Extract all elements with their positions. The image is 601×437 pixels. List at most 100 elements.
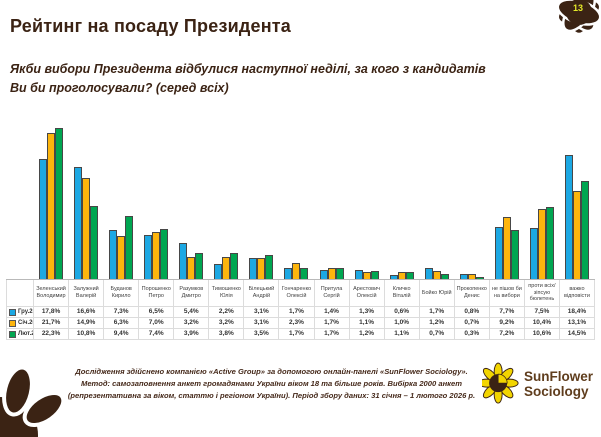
- rating-table: Зеленський Володимир Залужний Валерій Буда…: [6, 280, 595, 340]
- sunflower-icon: [481, 362, 519, 404]
- bar-Січ.26-11: [397, 272, 406, 279]
- value-Лют.26-10: 1,2%: [349, 329, 385, 340]
- bar-Січ.26-16: [573, 191, 582, 279]
- value-Гру.25-6: 2,2%: [209, 307, 245, 318]
- bar-Гру.25-7: [249, 258, 258, 279]
- value-Гру.25-4: 6,5%: [139, 307, 175, 318]
- bar-group-15: [525, 207, 560, 279]
- bar-Січ.26-10: [362, 272, 371, 279]
- bar-Гру.25-14: [495, 227, 504, 279]
- bar-group-4: [138, 229, 173, 279]
- legend-label-Лют.26: Лют.26: [18, 331, 33, 337]
- bar-Лют.26-15: [546, 207, 555, 279]
- value-Гру.25-11: 0,6%: [384, 307, 420, 318]
- methodology-note: Дослідження здійснено компанією «Active …: [62, 366, 481, 402]
- value-Січ.26-5: 3,2%: [174, 318, 210, 329]
- value-Гру.25-10: 1,3%: [349, 307, 385, 318]
- bar-Січ.26-2: [81, 178, 90, 279]
- bar-Гру.25-13: [460, 274, 469, 279]
- methodology-line-3: (репрезентативна за віком, статтю і регі…: [67, 391, 476, 401]
- bar-Лют.26-5: [195, 253, 204, 279]
- bar-Січ.26-4: [151, 232, 160, 279]
- value-Гру.25-1: 17,8%: [34, 307, 70, 318]
- value-Січ.26-13: 0,7%: [454, 318, 490, 329]
- legend-Січ.26: Січ.26: [7, 318, 34, 329]
- bar-Гру.25-3: [108, 230, 117, 279]
- bar-Лют.26-7: [265, 255, 274, 279]
- value-Гру.25-15: 7,5%: [524, 307, 560, 318]
- value-Січ.26-2: 14,9%: [69, 318, 105, 329]
- bar-Гру.25-11: [389, 275, 398, 279]
- bar-Січ.26-14: [503, 217, 512, 279]
- value-Гру.25-2: 16,6%: [69, 307, 105, 318]
- bar-group-5: [174, 243, 209, 279]
- bar-Січ.26-1: [46, 133, 55, 279]
- subtitle-line-2: Ви би проголосували? (серед всіх): [10, 80, 229, 95]
- bar-Лют.26-10: [370, 271, 379, 279]
- table-header-14: не пішов би на вибори: [489, 280, 525, 307]
- bar-group-2: [68, 167, 103, 279]
- value-Гру.25-8: 1,7%: [279, 307, 315, 318]
- bar-Лют.26-16: [581, 181, 590, 279]
- table-header-10: Арестович Олексій: [349, 280, 385, 307]
- bar-Гру.25-16: [565, 155, 574, 279]
- legend-Лют.26: Лют.26: [7, 329, 34, 340]
- value-Лют.26-12: 0,7%: [419, 329, 455, 340]
- value-Січ.26-4: 7,0%: [139, 318, 175, 329]
- value-Січ.26-6: 3,2%: [209, 318, 245, 329]
- corner-flower-bottom-icon: [0, 365, 64, 437]
- table-header-11: Кличко Віталій: [384, 280, 420, 307]
- value-Лют.26-16: 14,5%: [559, 329, 595, 340]
- president-rating-chart: Зеленський Володимир Залужний Валерій Буда…: [6, 118, 595, 340]
- bar-group-10: [349, 270, 384, 279]
- logo-line-2: Sociology: [523, 384, 589, 399]
- table-header-3: Буданов Кирило: [104, 280, 140, 307]
- value-Січ.26-1: 21,7%: [34, 318, 70, 329]
- bar-Гру.25-5: [179, 243, 188, 279]
- table-header-1: Зеленський Володимир: [34, 280, 70, 307]
- table-header-7: Білецький Андрій: [244, 280, 280, 307]
- bar-Гру.25-2: [73, 167, 82, 279]
- table-header-15: проти всіх/зіпсую бюлетень: [524, 280, 560, 307]
- bar-group-14: [490, 217, 525, 279]
- value-Гру.25-9: 1,4%: [314, 307, 350, 318]
- value-Лют.26-6: 3,8%: [209, 329, 245, 340]
- table-header-9: Притула Сергій: [314, 280, 350, 307]
- legend-swatch-Лют.26: [9, 330, 16, 338]
- bar-group-8: [279, 263, 314, 279]
- bar-group-12: [419, 268, 454, 279]
- bar-Лют.26-14: [511, 230, 520, 279]
- bar-Січ.26-13: [468, 274, 477, 279]
- bar-Січ.26-9: [327, 268, 336, 279]
- legend-swatch-Січ.26: [9, 319, 16, 327]
- table-header-8: Гончаренко Олексій: [279, 280, 315, 307]
- legend-label-Гру.25: Гру.25: [18, 309, 33, 315]
- table-header-5: Разумков Дмитро: [174, 280, 210, 307]
- legend-Гру.25: Гру.25: [7, 307, 34, 318]
- bar-Лют.26-8: [300, 268, 309, 279]
- value-Лют.26-5: 3,9%: [174, 329, 210, 340]
- value-Січ.26-3: 6,3%: [104, 318, 140, 329]
- value-Лют.26-15: 10,6%: [524, 329, 560, 340]
- bar-group-1: [33, 128, 68, 279]
- value-Січ.26-16: 13,1%: [559, 318, 595, 329]
- bar-Лют.26-9: [335, 268, 344, 279]
- value-Лют.26-8: 1,7%: [279, 329, 315, 340]
- bar-group-6: [209, 253, 244, 279]
- bar-Лют.26-3: [124, 216, 133, 279]
- value-Гру.25-7: 3,1%: [244, 307, 280, 318]
- bar-Гру.25-4: [143, 235, 152, 279]
- table-header-12: Бойко Юрій: [419, 280, 455, 307]
- value-Лют.26-3: 9,4%: [104, 329, 140, 340]
- bar-Січ.26-8: [292, 263, 301, 279]
- value-Січ.26-10: 1,1%: [349, 318, 385, 329]
- bar-Січ.26-3: [116, 236, 125, 279]
- bar-Гру.25-8: [284, 268, 293, 279]
- value-Лют.26-7: 3,5%: [244, 329, 280, 340]
- bar-Лют.26-6: [230, 253, 239, 279]
- bar-Гру.25-12: [424, 268, 433, 279]
- value-Гру.25-12: 1,7%: [419, 307, 455, 318]
- bar-group-11: [384, 272, 419, 279]
- value-Лют.26-14: 7,2%: [489, 329, 525, 340]
- bar-Січ.26-6: [222, 257, 231, 279]
